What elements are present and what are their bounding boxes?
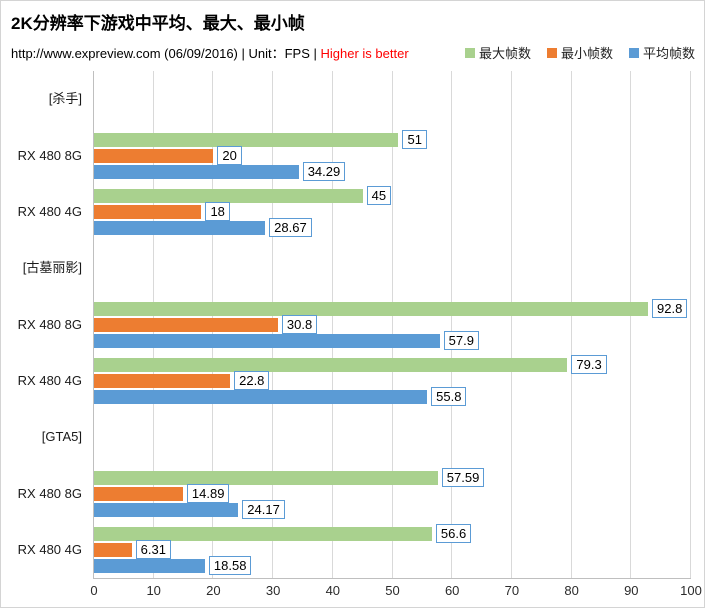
legend-swatch-avg-icon <box>628 47 639 58</box>
bar-max <box>94 526 432 541</box>
gridline <box>630 71 632 578</box>
legend-label-max: 最大帧数 <box>478 46 531 61</box>
bar-avg <box>94 389 428 404</box>
gridline <box>690 71 691 578</box>
bar-min <box>94 317 278 332</box>
bar-avg <box>94 220 266 235</box>
value-label: 57.59 <box>441 468 485 487</box>
category-label: RX 480 4G <box>17 541 82 557</box>
value-label: 18 <box>205 202 230 222</box>
legend-item-max: 最大帧数 <box>464 43 531 62</box>
x-tick-label: 70 <box>504 583 520 598</box>
category-label: RX 480 8G <box>17 147 82 163</box>
group-label: [GTA5] <box>41 429 82 445</box>
gridline <box>510 71 512 578</box>
category-label: RX 480 8G <box>17 316 82 332</box>
value-label: 30.8 <box>281 315 318 334</box>
legend-label-avg: 平均帧数 <box>642 46 695 61</box>
category-label: RX 480 4G <box>17 203 82 219</box>
legend: 最大帧数 最小帧数 平均帧数 <box>464 43 695 62</box>
bar-max <box>94 357 568 372</box>
value-label: 56.6 <box>435 524 472 544</box>
bar-max <box>94 132 399 147</box>
bar-max <box>94 188 363 203</box>
x-tick-label: 60 <box>444 583 460 598</box>
gridline <box>570 71 572 578</box>
legend-swatch-min-icon <box>546 47 557 58</box>
chart-title: 2K分辨率下游戏中平均、最大、最小帧 <box>11 14 305 33</box>
value-label: 24.17 <box>242 500 285 519</box>
bar-min <box>94 486 183 501</box>
category-axis: [杀手] RX 480 8G RX 480 4G [古墓丽影] RX 480 8G RX … <box>1 71 88 578</box>
x-tick-label: 90 <box>624 583 639 598</box>
legend-item-min: 最小帧数 <box>546 43 613 62</box>
category-label: RX 480 8G <box>17 485 82 501</box>
gridline <box>331 71 333 578</box>
y-axis-line <box>93 71 94 578</box>
x-tick-label: 80 <box>564 583 579 598</box>
bar-avg <box>94 558 205 573</box>
bar-max <box>94 301 649 316</box>
value-label: 14.89 <box>186 484 230 503</box>
value-label: 45 <box>366 186 392 206</box>
category-label: RX 480 4G <box>17 372 82 388</box>
x-tick-label: 100 <box>680 583 702 598</box>
x-tick-label: 40 <box>325 583 341 598</box>
value-label: 20 <box>217 146 242 165</box>
value-label: 28.67 <box>269 218 312 238</box>
value-label: 79.3 <box>571 355 607 375</box>
legend-swatch-max-icon <box>464 47 475 58</box>
bar-min <box>94 542 132 557</box>
value-label: 18.58 <box>208 556 252 576</box>
value-label: 6.31 <box>135 540 171 560</box>
plot-area: 51 20 34.29 45 18 28.67 92.8 30.8 57.9 79.3 22.8 55… <box>93 71 691 579</box>
group-label: [古墓丽影] <box>22 260 82 276</box>
x-axis-line <box>93 578 691 579</box>
x-tick-label: 50 <box>385 583 400 598</box>
x-tick-label: 0 <box>90 583 98 598</box>
bar-avg <box>94 333 440 348</box>
x-tick-label: 10 <box>146 583 161 598</box>
gridline <box>451 71 453 578</box>
value-label: 51 <box>402 130 427 149</box>
gridline <box>391 71 393 578</box>
bar-min <box>94 148 214 163</box>
higher-is-better-note: Higher is better <box>320 46 409 61</box>
legend-item-avg: 平均帧数 <box>628 43 695 62</box>
value-label: 57.9 <box>443 331 479 350</box>
x-tick-label: 20 <box>206 583 221 598</box>
subtitle-source-text: http://www.expreview.com (06/09/2016) | … <box>11 46 321 61</box>
bar-max <box>94 470 438 485</box>
x-tick-label: 30 <box>265 583 281 598</box>
bar-min <box>94 373 231 388</box>
group-label: [杀手] <box>48 91 82 107</box>
chart-subtitle: http://www.expreview.com (06/09/2016) | … <box>11 43 409 62</box>
x-axis: 0 10 20 30 40 50 60 70 80 90 100 <box>90 583 701 599</box>
value-label: 55.8 <box>431 387 467 407</box>
bar-min <box>94 204 202 219</box>
value-label: 22.8 <box>234 371 270 391</box>
value-label: 92.8 <box>652 299 688 318</box>
value-label: 34.29 <box>302 162 346 181</box>
legend-label-min: 最小帧数 <box>560 46 613 61</box>
bar-avg <box>94 164 299 179</box>
bar-avg <box>94 502 239 517</box>
